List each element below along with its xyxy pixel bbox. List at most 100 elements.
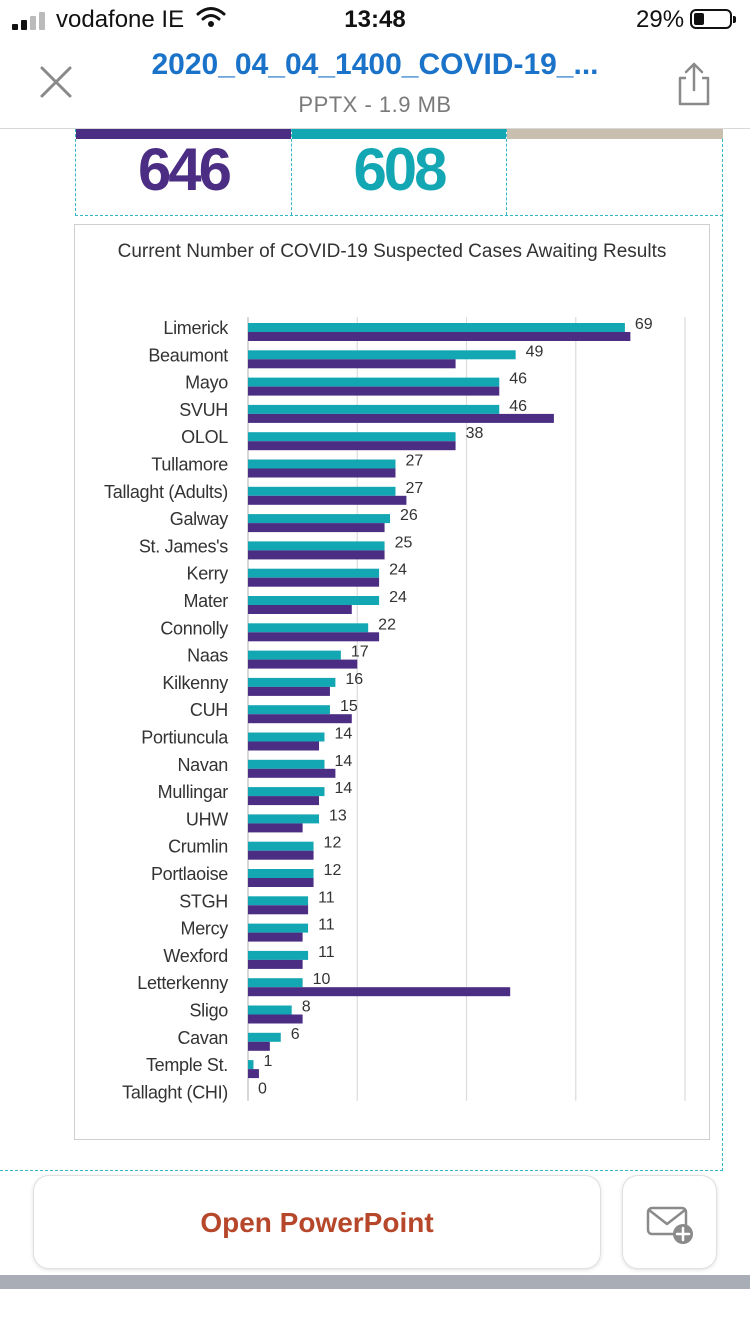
action-bar: Open PowerPoint bbox=[0, 1171, 750, 1281]
category-label: Portiuncula bbox=[141, 728, 229, 748]
bar bbox=[248, 741, 320, 751]
data-label: 12 bbox=[324, 862, 342, 879]
category-label: Mercy bbox=[181, 919, 229, 939]
bar bbox=[248, 495, 407, 505]
data-label: 46 bbox=[509, 398, 527, 415]
data-label: 49 bbox=[526, 343, 544, 360]
category-label: Naas bbox=[187, 646, 228, 666]
bar bbox=[248, 459, 396, 469]
bar bbox=[248, 659, 358, 669]
bottom-strip bbox=[0, 1275, 750, 1289]
data-label: 11 bbox=[318, 889, 335, 906]
bar bbox=[248, 486, 396, 496]
category-label: Kerry bbox=[186, 564, 228, 584]
data-label: 38 bbox=[466, 425, 484, 442]
data-label: 69 bbox=[635, 316, 653, 333]
category-label: Limerick bbox=[163, 318, 229, 338]
bar bbox=[248, 686, 330, 696]
bar bbox=[248, 732, 325, 742]
data-label: 14 bbox=[334, 780, 352, 797]
document-subtitle: PPTX - 1.9 MB bbox=[298, 92, 452, 117]
bar bbox=[248, 1014, 303, 1024]
bar bbox=[248, 596, 380, 605]
bar bbox=[248, 541, 385, 551]
chart-plot: Limerick 69 Beaumont 49 Mayo 46 SVUH 46 OLOL 38 Tu… bbox=[104, 316, 686, 1102]
bar bbox=[248, 705, 330, 715]
data-label: 24 bbox=[389, 562, 407, 579]
open-powerpoint-label: Open PowerPoint bbox=[200, 1207, 434, 1238]
category-label: Mater bbox=[183, 591, 228, 611]
battery-icon bbox=[690, 9, 736, 29]
bar bbox=[248, 632, 380, 642]
data-label: 13 bbox=[329, 807, 347, 824]
mail-button[interactable] bbox=[622, 1175, 717, 1269]
category-label: UHW bbox=[186, 809, 228, 829]
bar bbox=[248, 605, 352, 614]
bar bbox=[248, 768, 336, 778]
bar bbox=[248, 932, 303, 942]
category-label: SVUH bbox=[179, 400, 228, 420]
bar bbox=[248, 905, 309, 915]
signal-icon bbox=[12, 10, 50, 30]
data-label: 12 bbox=[324, 835, 342, 852]
bar bbox=[248, 759, 325, 769]
data-label: 22 bbox=[378, 616, 396, 633]
category-label: Temple St. bbox=[146, 1055, 228, 1075]
bar bbox=[248, 1005, 292, 1015]
category-label: Wexford bbox=[163, 946, 228, 966]
bar bbox=[248, 841, 314, 851]
data-label: 27 bbox=[405, 480, 423, 497]
bar bbox=[248, 650, 341, 660]
bar bbox=[248, 514, 391, 524]
summary-cell-header bbox=[76, 129, 291, 139]
bar bbox=[248, 1041, 270, 1051]
bar bbox=[248, 350, 516, 360]
data-label: 16 bbox=[345, 671, 363, 688]
bar bbox=[248, 359, 456, 369]
bar bbox=[248, 468, 396, 478]
bar bbox=[248, 896, 309, 906]
bar bbox=[248, 796, 320, 806]
category-label: STGH bbox=[179, 891, 228, 911]
summary-value: 608 bbox=[353, 136, 447, 203]
summary-cell: 646 bbox=[76, 129, 292, 215]
open-powerpoint-button[interactable]: Open PowerPoint bbox=[33, 1175, 601, 1269]
category-label: Mullingar bbox=[158, 782, 229, 802]
category-label: Mayo bbox=[185, 373, 228, 393]
category-label: Navan bbox=[177, 755, 228, 775]
category-label: Connolly bbox=[160, 618, 228, 638]
category-label: Tullamore bbox=[151, 455, 228, 475]
bar bbox=[248, 577, 380, 587]
bar bbox=[248, 878, 314, 887]
category-label: OLOL bbox=[181, 427, 228, 447]
data-label: 17 bbox=[351, 644, 369, 661]
close-icon[interactable] bbox=[36, 62, 76, 102]
data-label: 24 bbox=[389, 589, 407, 606]
bar bbox=[248, 869, 314, 878]
data-label: 26 bbox=[400, 507, 418, 524]
battery-percent: 29% bbox=[636, 6, 685, 33]
data-label: 46 bbox=[509, 371, 527, 388]
bar bbox=[248, 377, 500, 387]
data-label: 14 bbox=[334, 753, 352, 770]
bar bbox=[248, 323, 625, 332]
data-label: 11 bbox=[318, 944, 335, 961]
summary-table: 646 608 bbox=[75, 129, 723, 216]
share-icon[interactable] bbox=[672, 60, 716, 108]
category-label: Tallaght (CHI) bbox=[122, 1082, 228, 1102]
data-label: 1 bbox=[263, 1053, 272, 1070]
slide-preview[interactable]: 646 608 Current Number of COVID-19 Suspe… bbox=[0, 129, 723, 1171]
bar bbox=[248, 814, 320, 824]
bar bbox=[248, 677, 336, 687]
bar bbox=[248, 1069, 259, 1079]
bar bbox=[248, 823, 303, 833]
bar bbox=[248, 413, 554, 423]
data-label: 14 bbox=[334, 726, 352, 743]
category-label: St. James's bbox=[139, 536, 228, 556]
category-label: Galway bbox=[170, 509, 229, 529]
clock: 13:48 bbox=[344, 6, 406, 33]
category-label: Cavan bbox=[177, 1028, 228, 1048]
category-label: Crumlin bbox=[168, 837, 228, 857]
category-label: CUH bbox=[190, 700, 228, 720]
bar bbox=[248, 568, 380, 578]
